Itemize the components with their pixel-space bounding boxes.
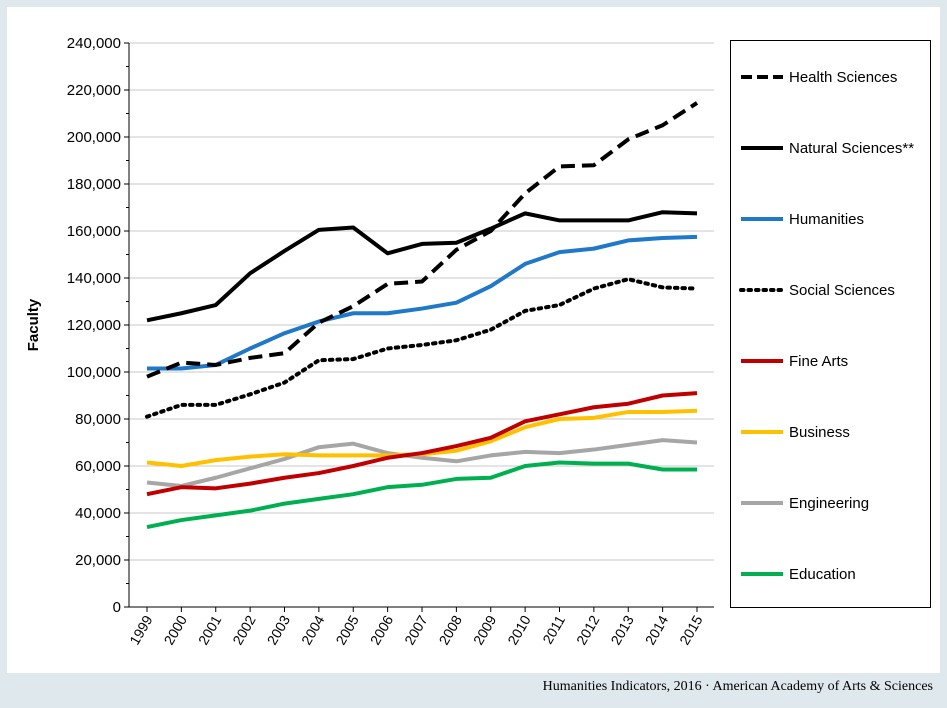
y-tick-label: 220,000 bbox=[67, 82, 121, 99]
x-tick-label: 2005 bbox=[332, 612, 362, 647]
x-tick-label: 2002 bbox=[229, 612, 259, 647]
x-tick-label: 2012 bbox=[573, 612, 603, 647]
y-tick-label: 200,000 bbox=[67, 129, 121, 146]
legend-label: Engineering bbox=[789, 494, 870, 512]
legend-item-engineering: Engineering bbox=[739, 493, 869, 513]
series-line-natural-sciences bbox=[146, 210, 698, 323]
source-credit: Humanities Indicators, 2016 · American A… bbox=[542, 679, 933, 694]
legend-item-fine-arts: Fine Arts bbox=[739, 351, 848, 371]
chart-legend: Health Sciences Natural Sciences** Humanit… bbox=[730, 40, 931, 608]
x-tick-label: 1999 bbox=[126, 612, 156, 647]
series-line-health-sciences bbox=[146, 101, 699, 379]
legend-item-social-sciences: Social Sciences bbox=[739, 280, 895, 300]
x-tick-label: 2004 bbox=[298, 612, 328, 647]
legend-label: Social Sciences bbox=[789, 281, 895, 299]
y-tick-label: 180,000 bbox=[67, 176, 121, 193]
legend-swatch bbox=[741, 217, 783, 221]
x-tick-label: 2014 bbox=[642, 612, 672, 647]
x-tick-label: 2011 bbox=[539, 612, 568, 646]
x-tick-label: 2000 bbox=[161, 612, 191, 647]
x-tick-label: 2010 bbox=[504, 612, 534, 647]
legend-label: Fine Arts bbox=[789, 352, 849, 370]
legend-swatch bbox=[741, 501, 783, 505]
y-tick-label: 160,000 bbox=[67, 223, 121, 240]
x-tick-label: 2007 bbox=[401, 612, 431, 647]
legend-swatch bbox=[741, 572, 783, 576]
series-line-social-sciences bbox=[145, 277, 699, 419]
legend-label: Humanities bbox=[789, 210, 865, 228]
y-tick-label: 140,000 bbox=[67, 270, 121, 287]
legend-item-humanities: Humanities bbox=[739, 209, 864, 229]
y-tick-label: 120,000 bbox=[67, 317, 121, 334]
y-tick-label: 0 bbox=[113, 599, 121, 616]
legend-label: Education bbox=[789, 565, 856, 583]
y-tick-label: 80,000 bbox=[75, 411, 121, 428]
x-tick-label: 2015 bbox=[676, 612, 706, 647]
legend-item-health-sciences: Health Sciences bbox=[739, 67, 897, 87]
x-tick-label: 2003 bbox=[264, 612, 294, 647]
legend-swatch bbox=[741, 359, 783, 363]
x-tick-label: 2006 bbox=[367, 612, 397, 647]
legend-item-natural-sciences: Natural Sciences** bbox=[739, 138, 914, 158]
y-tick-label: 20,000 bbox=[75, 552, 121, 569]
y-tick-label: 40,000 bbox=[75, 505, 121, 522]
y-axis-title: Faculty bbox=[25, 298, 42, 351]
y-tick-label: 240,000 bbox=[67, 35, 121, 52]
series-line-education bbox=[146, 460, 697, 530]
legend-label: Natural Sciences** bbox=[789, 139, 915, 157]
legend-swatch bbox=[741, 75, 783, 79]
x-tick-label: 2008 bbox=[436, 612, 466, 647]
x-tick-label: 2013 bbox=[607, 612, 637, 647]
legend-label: Business bbox=[789, 423, 850, 441]
y-tick-label: 60,000 bbox=[75, 458, 121, 475]
x-tick-label: 2001 bbox=[195, 612, 225, 647]
legend-label: Health Sciences bbox=[789, 68, 898, 86]
series-line-humanities bbox=[147, 234, 698, 371]
series-line-engineering bbox=[146, 438, 698, 488]
x-tick-label: 2009 bbox=[470, 612, 500, 647]
legend-item-business: Business bbox=[739, 422, 850, 442]
legend-swatch bbox=[739, 288, 785, 292]
y-tick-label: 100,000 bbox=[67, 364, 121, 381]
legend-item-education: Education bbox=[739, 564, 856, 584]
series-line-fine-arts bbox=[146, 391, 698, 497]
legend-swatch bbox=[741, 146, 783, 150]
legend-swatch bbox=[741, 430, 783, 434]
